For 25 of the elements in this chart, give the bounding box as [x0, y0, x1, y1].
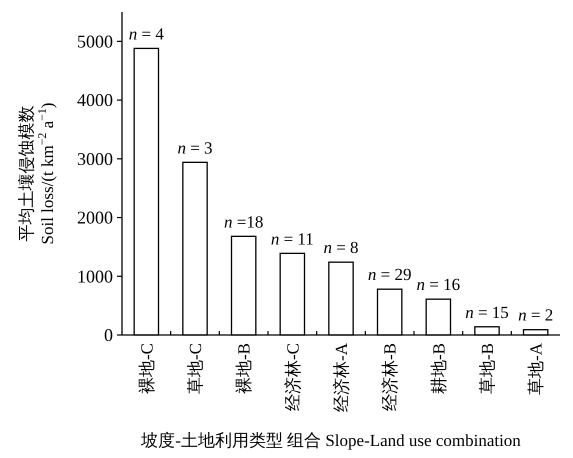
x-axis-title: 坡度-土地利用类型 组合 Slope-Land use combination	[140, 431, 522, 450]
x-tick-label: 草地-B	[478, 343, 497, 394]
annotation: n =18	[224, 212, 264, 232]
x-tick-label: 经济林-B	[380, 343, 400, 411]
y-tick-label: 4000	[77, 90, 113, 110]
x-tick-label: 裸地-B	[234, 343, 254, 394]
x-tick-label: 草地-A	[526, 342, 546, 395]
y-tick-label: 5000	[77, 31, 113, 52]
annotation: n = 11	[270, 229, 314, 248]
x-tick-label: 裸地-C	[137, 343, 156, 394]
y-tick-label: 1000	[77, 266, 113, 286]
annotation: n = 15	[465, 302, 509, 322]
annotation: n = 3	[177, 138, 213, 158]
annotation: n = 8	[323, 238, 359, 258]
y-tick-label: 2000	[77, 208, 113, 228]
x-tick-label: 草地-C	[186, 343, 205, 394]
x-tick-label: 经济林-A	[332, 342, 351, 412]
y-tick-label: 0	[104, 325, 113, 345]
y-tick-label: 3000	[77, 148, 113, 169]
x-tick-label: 耕地-B	[429, 343, 448, 394]
x-tick-label: 经济林-C	[283, 343, 302, 411]
annotation: n = 4	[128, 24, 164, 44]
annotation: n = 16	[416, 275, 460, 294]
annotation: n = 29	[368, 265, 412, 284]
annotation: n = 2	[518, 306, 554, 325]
